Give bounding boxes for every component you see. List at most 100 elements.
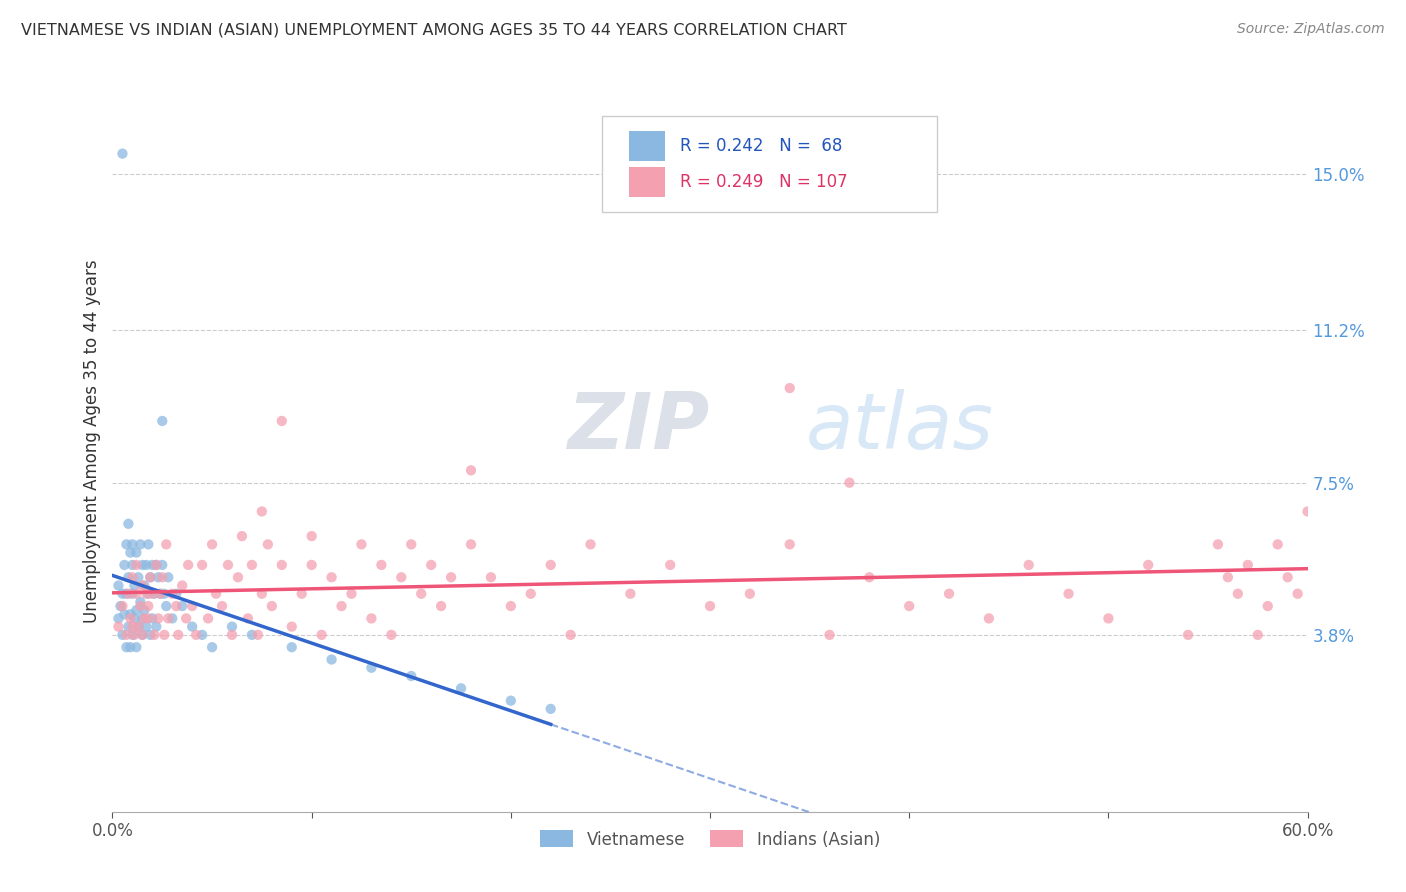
Point [281, 619, 304, 633]
Text: R = 0.249   N = 107: R = 0.249 N = 107 [681, 173, 848, 191]
Point [479, 570, 502, 584]
Point [236, 611, 259, 625]
Point [217, 558, 239, 572]
Point [520, 587, 543, 601]
Point [125, 640, 148, 655]
Point [124, 578, 146, 592]
Text: VIETNAMESE VS INDIAN (ASIAN) UNEMPLOYMENT AMONG AGES 35 TO 44 YEARS CORRELATION : VIETNAMESE VS INDIAN (ASIAN) UNEMPLOYMEN… [21, 22, 846, 37]
Point [499, 694, 522, 708]
Point [111, 587, 134, 601]
Point [162, 611, 183, 625]
Point [124, 628, 146, 642]
Point [420, 558, 443, 572]
Point [699, 599, 721, 613]
Point [738, 587, 761, 601]
Point [111, 599, 134, 613]
Point [131, 628, 153, 642]
Point [779, 381, 801, 395]
Point [143, 628, 166, 642]
Point [145, 619, 167, 633]
Point [181, 619, 204, 633]
Legend: Vietnamese, Indians (Asian): Vietnamese, Indians (Asian) [533, 823, 887, 855]
Point [172, 578, 194, 592]
Point [460, 463, 482, 477]
Point [120, 640, 142, 655]
Point [659, 558, 682, 572]
Point [131, 558, 153, 572]
Point [281, 640, 304, 655]
Point [121, 628, 143, 642]
Point [257, 537, 280, 551]
Point [134, 578, 156, 592]
Point [1137, 558, 1160, 572]
Point [139, 570, 162, 584]
Point [1277, 570, 1299, 584]
Point [107, 611, 129, 625]
Point [311, 628, 333, 642]
Point [240, 628, 263, 642]
Point [197, 611, 219, 625]
Point [321, 570, 343, 584]
Point [1257, 599, 1279, 613]
Point [115, 537, 138, 551]
Point [131, 611, 153, 625]
Point [211, 599, 233, 613]
Point [619, 587, 641, 601]
Point [301, 558, 323, 572]
Point [149, 587, 172, 601]
Point [155, 599, 177, 613]
Point [135, 619, 157, 633]
Point [1237, 558, 1260, 572]
Point [149, 587, 172, 601]
Point [134, 603, 156, 617]
Point [127, 570, 149, 584]
Point [129, 599, 152, 613]
Point [205, 587, 228, 601]
Point [430, 599, 453, 613]
Point [120, 545, 142, 560]
Point [124, 611, 146, 625]
Point [135, 558, 157, 572]
Point [360, 611, 382, 625]
Point [115, 628, 138, 642]
Point [150, 570, 173, 584]
Point [1286, 587, 1309, 601]
Point [157, 611, 180, 625]
Point [125, 558, 148, 572]
Point [460, 537, 482, 551]
Point [125, 603, 148, 617]
Point [134, 611, 156, 625]
Point [250, 587, 273, 601]
Point [141, 587, 163, 601]
Point [155, 537, 177, 551]
Point [360, 661, 382, 675]
Point [401, 537, 423, 551]
Point [540, 558, 562, 572]
Point [1097, 611, 1119, 625]
Point [270, 414, 292, 428]
Point [174, 611, 197, 625]
Point [540, 702, 562, 716]
Point [143, 587, 166, 601]
Point [858, 570, 880, 584]
Point [401, 669, 423, 683]
Point [111, 628, 134, 642]
Point [1177, 628, 1199, 642]
Point [117, 619, 139, 633]
FancyBboxPatch shape [603, 116, 938, 212]
Point [120, 611, 142, 625]
Point [121, 570, 143, 584]
FancyBboxPatch shape [628, 167, 665, 196]
Point [231, 529, 253, 543]
Point [110, 599, 132, 613]
Point [114, 558, 135, 572]
Point [1226, 587, 1249, 601]
Point [141, 558, 163, 572]
Text: atlas: atlas [806, 389, 994, 465]
Point [818, 628, 841, 642]
Point [579, 537, 602, 551]
Point [131, 578, 153, 592]
Point [250, 504, 273, 518]
Point [370, 558, 392, 572]
Text: R = 0.242   N =  68: R = 0.242 N = 68 [681, 137, 842, 155]
